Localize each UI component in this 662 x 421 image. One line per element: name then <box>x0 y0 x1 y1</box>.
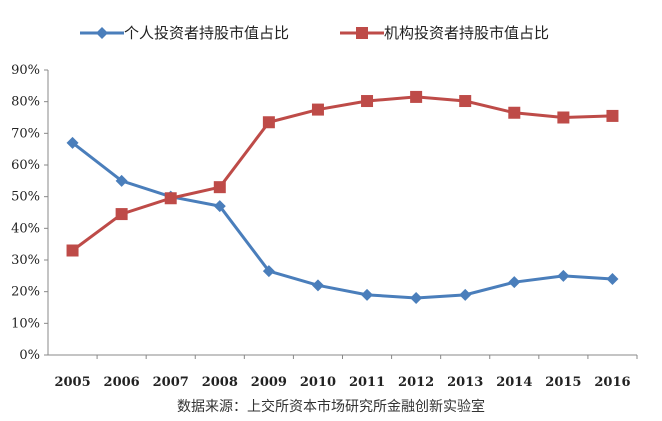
series-line-0 <box>71 141 613 300</box>
data-point-diamond <box>311 279 324 292</box>
data-point-square <box>115 208 128 221</box>
y-tick-label: 40% <box>11 221 40 236</box>
data-point-square <box>213 181 226 194</box>
y-tick-label: 70% <box>11 126 40 141</box>
legend-marker-diamond-icon <box>80 26 124 39</box>
x-tick-label: 2005 <box>54 375 90 390</box>
y-tick-label: 60% <box>11 158 40 173</box>
x-tick-label: 2010 <box>300 375 336 390</box>
data-point-square <box>459 95 472 108</box>
legend-label: 个人投资者持股市值占比 <box>124 24 290 42</box>
data-point-square <box>508 106 521 119</box>
x-tick-label: 2007 <box>153 375 189 390</box>
data-point-square <box>606 109 619 122</box>
data-point-diamond <box>66 136 79 149</box>
legend-marker-square-icon <box>340 26 384 39</box>
y-tick-label: 0% <box>19 348 40 363</box>
x-tick-label: 2012 <box>398 375 434 390</box>
x-tick-label: 2009 <box>251 375 287 390</box>
data-point-square <box>557 111 570 124</box>
data-point-diamond <box>410 292 423 304</box>
x-tick-label: 2016 <box>594 375 630 390</box>
y-tick-label: 10% <box>11 316 40 331</box>
data-point-diamond <box>508 276 521 289</box>
y-tick-label: 20% <box>11 285 40 300</box>
data-point-square <box>66 244 79 257</box>
data-point-square <box>311 103 324 116</box>
data-point-diamond <box>115 174 128 187</box>
data-point-diamond <box>557 269 570 282</box>
y-tick-label: 50% <box>11 190 40 205</box>
source-note: 数据来源：上交所资本市场研究所金融创新实验室 <box>177 399 485 415</box>
data-point-diamond <box>213 200 226 213</box>
data-point-square <box>262 116 275 129</box>
data-point-diamond <box>262 265 275 278</box>
data-point-diamond <box>459 288 472 301</box>
x-tick-label: 2014 <box>496 375 532 390</box>
y-tick-label: 80% <box>11 95 40 110</box>
x-tick-label: 2015 <box>545 375 581 390</box>
data-point-square <box>410 90 423 103</box>
y-tick-label: 90% <box>11 63 40 78</box>
data-point-diamond <box>606 273 619 285</box>
x-tick-label: 2008 <box>202 375 238 390</box>
data-point-square <box>164 192 177 205</box>
y-tick-label: 30% <box>11 253 40 268</box>
data-point-square <box>361 95 374 108</box>
x-tick-label: 2011 <box>349 375 385 390</box>
legend-label: 机构投资者持股市值占比 <box>384 24 550 42</box>
series-line-1 <box>71 95 613 252</box>
legend-item-individual: 个人投资者持股市值占比 <box>80 22 289 43</box>
x-tick-label: 2006 <box>104 375 140 390</box>
x-tick-label: 2013 <box>447 375 483 390</box>
legend-item-institutional: 机构投资者持股市值占比 <box>340 22 549 43</box>
data-point-diamond <box>361 288 374 301</box>
